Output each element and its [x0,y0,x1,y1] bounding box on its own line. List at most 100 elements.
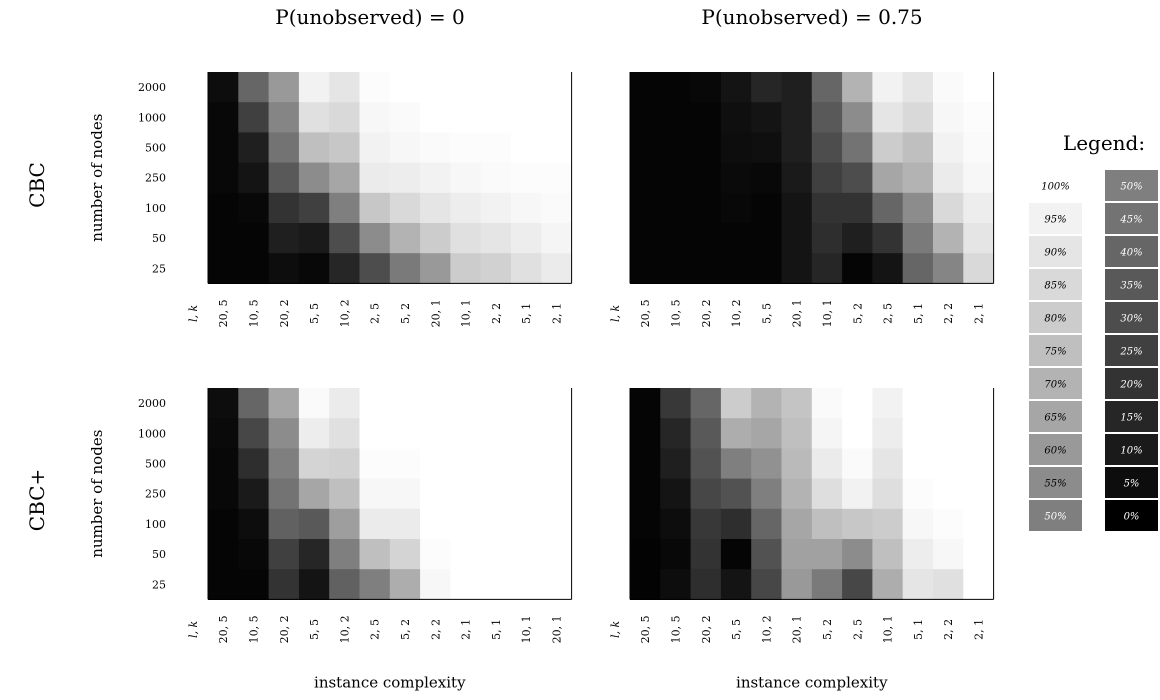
heatmap-cell [872,418,904,449]
x-tick-label: 10, 1 [882,615,895,643]
heatmap-cell [690,448,722,480]
heatmap-cell [268,162,300,194]
heatmap-cell [811,192,843,224]
heatmap-cell [541,253,573,284]
heatmap-cell [690,569,722,600]
heatmap-cell [751,132,783,164]
heatmap-cell [933,539,964,570]
heatmap-cell [630,102,661,133]
x-tick-label: 5, 2 [821,619,834,640]
legend-label: 15% [1120,413,1142,424]
x-tick-label: 20, 2 [700,299,713,327]
heatmap-cells [630,72,995,284]
heatmap-cell [480,569,512,600]
heatmap-cell [541,388,573,419]
heatmap-cell [420,478,451,510]
heatmap-cell [359,72,391,103]
heatmap-cell [720,192,752,224]
y-tick-label: 50 [152,232,166,245]
heatmap-cell [389,102,421,133]
heatmap-cell [842,162,873,194]
x-tick-label: 20, 5 [639,615,652,643]
heatmap-cell [420,569,451,600]
heatmap-cell [902,539,934,570]
heatmap-panel-2: l, k 20, 5 10, 5 20, 2 10, 2 5, 5 20, 1 10, 1 5,… [609,72,995,327]
heatmap-cell [720,253,752,284]
heatmap-panel-4: l, k 20, 5 10, 5 20, 2 5, 5 10, 2 20, 1 5, 2 2, … [609,388,995,691]
x-tick-label: 5, 2 [399,303,412,324]
heatmap-cell [389,253,421,284]
x-tick-label: 5, 5 [308,619,321,640]
heatmap-cell [781,192,813,224]
legend-swatch [1105,401,1158,432]
heatmap-cell [329,253,361,284]
heatmap-cell [933,162,964,194]
heatmap-cell [720,448,752,480]
heatmap-cell [963,72,995,103]
heatmap-cell [389,162,421,194]
legend-swatch [1105,500,1158,531]
legend-swatch [1029,170,1082,201]
x-tick-label: 5, 1 [490,619,503,640]
heatmap-cell [359,508,391,540]
x-tick-label: 20, 5 [639,299,652,327]
legend-swatch [1105,335,1158,366]
legend-swatch [1105,203,1158,234]
heatmap-cell [480,418,512,449]
heatmap-cell [541,132,573,164]
heatmap-cell [872,223,904,254]
heatmap-cell [480,478,512,510]
heatmap-cell [660,162,692,194]
heatmap-cell [208,569,239,600]
heatmap-cell [329,569,361,600]
heatmap-cell [450,508,482,540]
heatmap-cell [751,223,783,254]
x-tick-label: 5, 2 [399,619,412,640]
heatmap-cell [872,72,904,103]
heatmap-cell [933,418,964,449]
heatmap-cell [389,223,421,254]
heatmap-cell [751,539,783,570]
heatmap-cell [511,388,542,419]
heatmap-cell [450,478,482,510]
heatmap-cell [238,508,270,540]
heatmap-cell [268,223,300,254]
y-tick-label: 250 [145,172,166,185]
heatmap-cell [872,162,904,194]
heatmap-cell [751,192,783,224]
x-tick-label: 2, 2 [490,303,503,324]
x-tick-label: 10, 2 [730,299,743,327]
x-tick-label: 20, 1 [791,615,804,643]
heatmap-cell [751,418,783,449]
heatmap-cell [511,132,542,164]
heatmap-cell [811,162,843,194]
heatmap-cell [781,162,813,194]
heatmap-cell [933,192,964,224]
heatmap-cell [359,162,391,194]
heatmap-cell [511,72,542,103]
y-tick-label: 25 [152,262,166,275]
x-axis-name: l, k [609,620,622,638]
heatmap-cell [298,192,330,224]
heatmap-cell [541,72,573,103]
heatmap-cell [690,478,722,510]
heatmap-cells [630,388,995,600]
heatmap-cell [902,418,934,449]
heatmap-cell [329,418,361,449]
heatmap-cell [511,223,542,254]
heatmap-cell [208,192,239,224]
x-axis-label: instance complexity [314,673,466,691]
heatmap-cell [208,253,239,284]
heatmap-cell [690,192,722,224]
heatmap-cell [238,223,270,254]
heatmap-cell [842,478,873,510]
heatmap-cell [751,478,783,510]
x-tick-label: 2, 1 [550,303,563,324]
heatmap-cell [389,418,421,449]
heatmap-cell [420,223,451,254]
heatmap-cell [389,72,421,103]
heatmap-cell [298,448,330,480]
heatmap-cell [720,72,752,103]
heatmap-cell [208,132,239,164]
heatmap-cell [963,569,995,600]
